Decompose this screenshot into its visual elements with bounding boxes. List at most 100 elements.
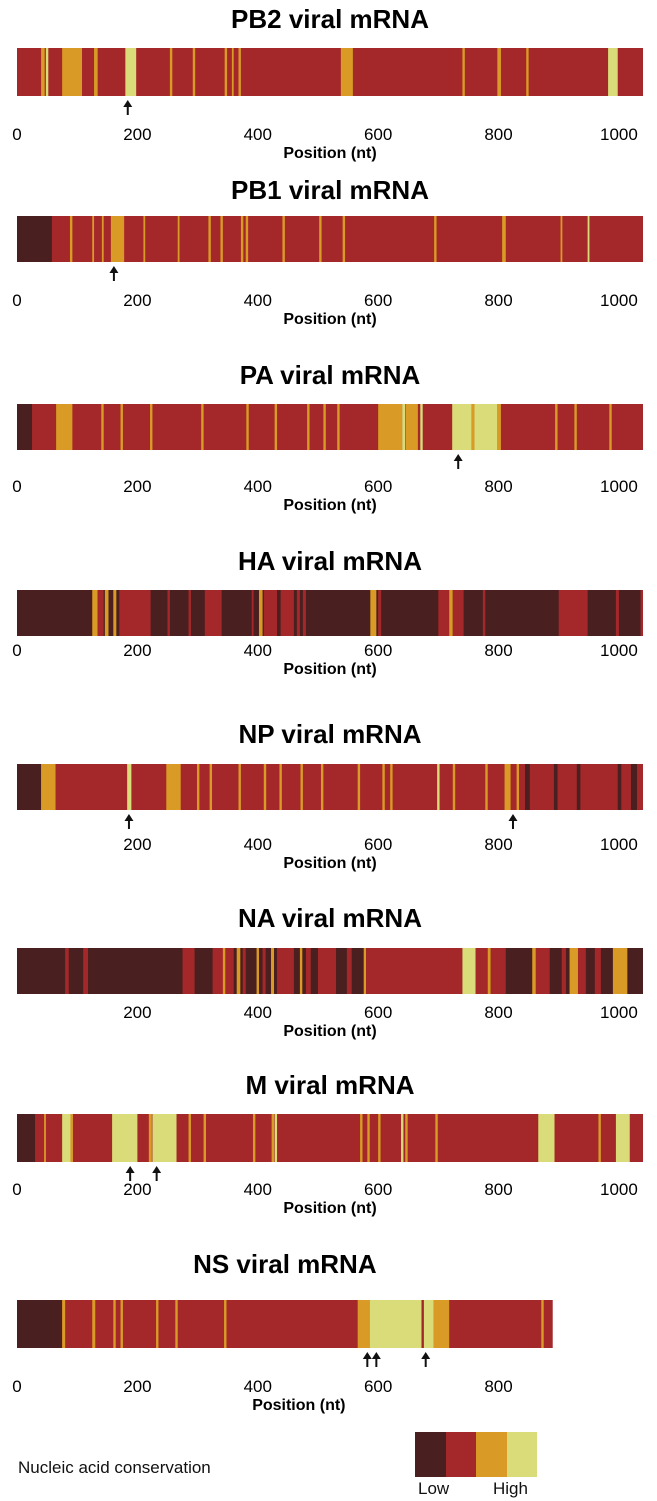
na-panel-title: NA viral mRNA (238, 903, 422, 933)
legend-low-label: Low (418, 1479, 450, 1498)
ha-tick-label: 1000 (600, 641, 638, 660)
pb1-panel-title: PB1 viral mRNA (231, 175, 429, 205)
pb2-site-arrow (123, 100, 133, 115)
ha-conservation-segment (615, 590, 619, 636)
pb2-sequence-bar (17, 48, 643, 96)
pb1-panel: PB1 viral mRNA 0 200 400 600 800 1000 Position … (12, 175, 643, 328)
ha-conservation-segment (92, 590, 98, 636)
pb2-conservation-segment (224, 48, 228, 96)
na-conservation-segment (612, 948, 628, 994)
ha-conservation-segment (378, 590, 382, 636)
np-conservation-segment (357, 764, 361, 810)
na-conservation-segment (577, 948, 586, 994)
pa-tick-label: 600 (364, 477, 392, 496)
ns-site-arrow (421, 1352, 431, 1367)
na-conservation-segment (262, 948, 266, 994)
pa-conservation-segment (555, 404, 558, 450)
np-tick-label: 200 (123, 835, 151, 854)
pa-conservation-segment (378, 404, 403, 450)
ha-conservation-segment (280, 590, 294, 636)
ha-x-axis-label: Position (nt) (283, 661, 376, 678)
np-conservation-segment (300, 764, 303, 810)
np-conservation-segment (485, 764, 488, 810)
m-conservation-segment (148, 1114, 152, 1162)
pa-conservation-segment (307, 404, 310, 450)
ns-conservation-segment (62, 1300, 66, 1348)
np-panel: NP viral mRNA 200 400 600 800 1000 Position (n… (17, 719, 643, 872)
na-tick-label: 200 (123, 1003, 151, 1022)
ha-conservation-segment (251, 590, 254, 636)
na-conservation-segment (462, 948, 476, 994)
m-conservation-segment (405, 1114, 408, 1162)
pa-conservation-segment (150, 404, 153, 450)
pb2-conservation-segment (192, 48, 196, 96)
pb1-tick-label: 600 (364, 291, 392, 310)
pa-conservation-segment (402, 404, 406, 450)
na-tick-label: 1000 (600, 1003, 638, 1022)
legend-swatch-level-2 (445, 1432, 476, 1477)
pa-tick-label: 400 (244, 477, 272, 496)
na-conservation-segment (317, 948, 337, 994)
pb1-conservation-segment (240, 216, 244, 262)
na-conservation-segment (363, 948, 367, 994)
ns-tick-label: 800 (484, 1377, 512, 1396)
pb1-tick-label: 200 (123, 291, 151, 310)
na-conservation-segment (242, 948, 246, 994)
na-tick-label: 400 (244, 1003, 272, 1022)
pb1-conservation-segment (92, 216, 95, 262)
ns-conservation-segment (433, 1300, 450, 1348)
m-conservation-segment (252, 1114, 256, 1162)
ha-conservation-segment (104, 590, 109, 636)
ha-tick-label: 200 (123, 641, 151, 660)
m-conservation-segment (367, 1114, 370, 1162)
ns-x-axis-label: Position (nt) (252, 1397, 345, 1414)
np-conservation-segment (504, 764, 511, 810)
pb1-conservation-segment (319, 216, 322, 262)
ha-sequence-bar (17, 590, 643, 636)
m-panel: M viral mRNA 0 200 400 600 800 1000 Position (n… (12, 1070, 643, 1217)
pb2-conservation-segment (169, 48, 173, 96)
np-conservation-segment (127, 764, 132, 810)
pb1-conservation-segment (502, 216, 506, 262)
na-conservation-segment (569, 948, 578, 994)
ha-conservation-segment (482, 590, 486, 636)
pb2-tick-label: 1000 (600, 125, 638, 144)
np-conservation-segment (576, 764, 581, 810)
m-tick-label: 800 (484, 1180, 512, 1199)
np-conservation-segment (516, 764, 520, 810)
np-conservation-segment (553, 764, 558, 810)
pb2-conservation-segment (526, 48, 529, 96)
ha-conservation-segment (167, 590, 170, 636)
ha-conservation-segment (258, 590, 263, 636)
pa-conservation-segment (420, 404, 423, 450)
m-x-axis-label: Position (nt) (283, 1200, 376, 1217)
pa-site-arrow (453, 454, 463, 469)
pb1-conservation-segment (143, 216, 146, 262)
np-conservation-segment (263, 764, 267, 810)
na-conservation-segment (475, 948, 488, 994)
ha-conservation-segment (558, 590, 588, 636)
pa-conservation-segment (474, 404, 498, 450)
na-conservation-segment (271, 948, 275, 994)
na-panel: NA viral mRNA 200 400 600 800 1000 Position (n… (17, 903, 643, 1040)
pa-conservation-segment (201, 404, 204, 450)
np-sequence-bar (17, 764, 643, 810)
ha-conservation-segment (640, 590, 643, 636)
ns-sequence-bar (17, 1300, 553, 1348)
na-conservation-segment (236, 948, 241, 994)
ns-conservation-segment (175, 1300, 178, 1348)
pb1-conservation-segment (110, 216, 125, 262)
pa-conservation-segment (471, 404, 475, 450)
m-conservation-segment (435, 1114, 438, 1162)
na-conservation-segment (490, 948, 506, 994)
ns-conservation-segment (369, 1300, 422, 1348)
pb1-conservation-segment (177, 216, 180, 262)
np-conservation-segment (17, 764, 42, 810)
pb1-conservation-segment (208, 216, 211, 262)
pa-tick-label: 1000 (600, 477, 638, 496)
ns-tick-label: 0 (12, 1377, 21, 1396)
na-conservation-segment (182, 948, 195, 994)
np-site-arrow (508, 814, 518, 829)
na-conservation-segment (65, 948, 69, 994)
ns-conservation-segment (541, 1300, 544, 1348)
